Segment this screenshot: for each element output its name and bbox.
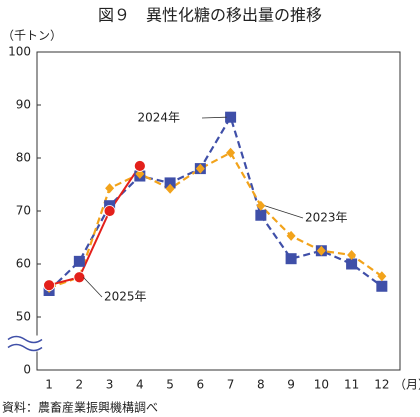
marker bbox=[43, 279, 55, 292]
marker bbox=[376, 280, 388, 292]
marker bbox=[73, 255, 85, 267]
y-tick-label: 80 bbox=[16, 151, 31, 165]
series-label: 2023年 bbox=[305, 211, 348, 225]
x-tick-label: 4 bbox=[136, 378, 144, 392]
marker bbox=[225, 111, 237, 123]
marker bbox=[256, 200, 266, 211]
y-tick-label: 50 bbox=[16, 310, 31, 324]
series-line bbox=[48, 114, 383, 292]
x-tick-label: 7 bbox=[227, 378, 235, 392]
marker bbox=[286, 230, 296, 241]
axis-break bbox=[7, 335, 43, 344]
x-tick-label: 8 bbox=[257, 378, 265, 392]
leader-line bbox=[83, 276, 103, 298]
axis-break bbox=[7, 343, 43, 352]
y-tick-label: 0 bbox=[23, 363, 31, 377]
marker bbox=[377, 271, 387, 282]
x-tick-label: 10 bbox=[314, 378, 329, 392]
marker bbox=[346, 258, 358, 270]
marker bbox=[105, 183, 115, 194]
y-tick-label: 60 bbox=[16, 257, 31, 271]
y-tick-label: 100 bbox=[8, 45, 31, 59]
x-tick-label: 6 bbox=[197, 378, 205, 392]
x-tick-label: 9 bbox=[287, 378, 295, 392]
x-tick-label: 3 bbox=[106, 378, 114, 392]
chart-title: 図９ 異性化糖の移出量の推移 bbox=[98, 6, 322, 25]
y-axis-label: （千トン） bbox=[2, 29, 62, 43]
y-tick-label: 70 bbox=[16, 204, 31, 218]
marker bbox=[195, 163, 205, 174]
series-line bbox=[48, 165, 141, 287]
marker bbox=[164, 177, 176, 189]
marker bbox=[347, 249, 357, 260]
x-tick-label: 5 bbox=[166, 378, 174, 392]
x-tick-label: 12 bbox=[374, 378, 389, 392]
marker bbox=[285, 253, 297, 265]
x-tick-label: 1 bbox=[45, 378, 53, 392]
x-axis-label: （月） bbox=[394, 378, 420, 392]
leader-line bbox=[201, 116, 227, 119]
axis-break-bg bbox=[8, 335, 42, 352]
x-tick-label: 11 bbox=[344, 378, 359, 392]
leader-line bbox=[264, 205, 304, 219]
marker bbox=[165, 183, 175, 194]
y-tick-label: 90 bbox=[16, 98, 31, 112]
series-label: 2025年 bbox=[104, 290, 147, 304]
source: 資料：農畜産業振興機構調べ bbox=[2, 400, 158, 415]
x-tick-label: 2 bbox=[76, 378, 84, 392]
series-label: 2024年 bbox=[137, 111, 180, 125]
marker bbox=[226, 147, 236, 158]
marker bbox=[316, 245, 326, 256]
marker bbox=[73, 271, 86, 284]
marker bbox=[133, 160, 146, 172]
marker bbox=[255, 209, 267, 221]
marker bbox=[103, 205, 116, 217]
